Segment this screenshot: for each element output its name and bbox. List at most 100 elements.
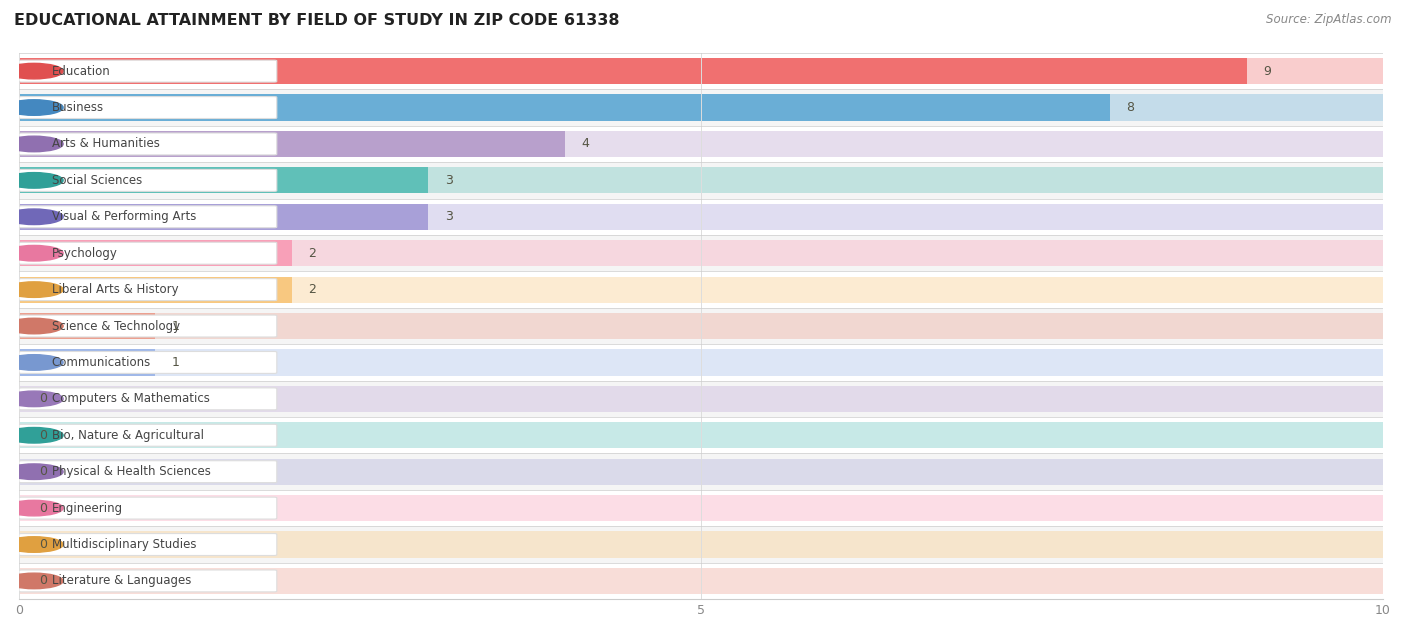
Text: Social Sciences: Social Sciences bbox=[52, 174, 142, 187]
Bar bbox=[20, 94, 1384, 121]
FancyBboxPatch shape bbox=[20, 570, 277, 592]
Bar bbox=[20, 277, 1384, 303]
Text: Arts & Humanities: Arts & Humanities bbox=[52, 137, 160, 150]
Text: 0: 0 bbox=[39, 392, 48, 405]
Circle shape bbox=[4, 464, 63, 480]
Bar bbox=[20, 495, 1384, 521]
Text: Physical & Health Sciences: Physical & Health Sciences bbox=[52, 465, 211, 478]
Bar bbox=[20, 131, 565, 157]
FancyBboxPatch shape bbox=[20, 242, 277, 264]
Bar bbox=[20, 162, 1384, 198]
Circle shape bbox=[4, 427, 63, 443]
Bar bbox=[20, 349, 1384, 375]
Bar bbox=[20, 380, 1384, 417]
Text: 2: 2 bbox=[308, 283, 316, 296]
Text: Communications: Communications bbox=[52, 356, 150, 369]
Text: Psychology: Psychology bbox=[52, 246, 118, 260]
Text: Engineering: Engineering bbox=[52, 502, 122, 514]
FancyBboxPatch shape bbox=[20, 133, 277, 155]
Bar bbox=[20, 131, 1384, 157]
Text: 0: 0 bbox=[39, 465, 48, 478]
Bar bbox=[20, 526, 1384, 562]
Circle shape bbox=[4, 136, 63, 152]
Text: 4: 4 bbox=[581, 137, 589, 150]
Bar bbox=[20, 53, 1384, 89]
Bar bbox=[20, 417, 1384, 454]
Text: 0: 0 bbox=[39, 428, 48, 442]
Bar bbox=[20, 204, 1384, 230]
Text: 0: 0 bbox=[39, 538, 48, 551]
Bar bbox=[20, 313, 1384, 339]
Bar bbox=[20, 532, 1384, 557]
FancyBboxPatch shape bbox=[20, 169, 277, 191]
Bar bbox=[20, 568, 1384, 594]
Circle shape bbox=[4, 319, 63, 334]
Text: Business: Business bbox=[52, 101, 104, 114]
Bar bbox=[20, 490, 1384, 526]
FancyBboxPatch shape bbox=[20, 60, 277, 82]
Text: Source: ZipAtlas.com: Source: ZipAtlas.com bbox=[1267, 13, 1392, 26]
FancyBboxPatch shape bbox=[20, 497, 277, 519]
Text: 3: 3 bbox=[444, 210, 453, 223]
Bar bbox=[20, 126, 1384, 162]
Bar bbox=[20, 308, 1384, 344]
FancyBboxPatch shape bbox=[20, 533, 277, 556]
Bar bbox=[20, 167, 1384, 193]
Bar bbox=[20, 344, 1384, 380]
Bar bbox=[20, 313, 156, 339]
Circle shape bbox=[4, 282, 63, 298]
Bar bbox=[20, 422, 1384, 448]
Circle shape bbox=[4, 63, 63, 79]
Text: Literature & Languages: Literature & Languages bbox=[52, 574, 191, 587]
Text: 9: 9 bbox=[1263, 64, 1271, 78]
Bar bbox=[20, 454, 1384, 490]
Bar bbox=[20, 198, 1384, 235]
Text: 0: 0 bbox=[39, 574, 48, 587]
Bar bbox=[20, 386, 1384, 412]
Circle shape bbox=[4, 355, 63, 370]
Text: Visual & Performing Arts: Visual & Performing Arts bbox=[52, 210, 195, 223]
Text: Science & Technology: Science & Technology bbox=[52, 320, 180, 332]
Text: Education: Education bbox=[52, 64, 111, 78]
Bar bbox=[20, 58, 1384, 84]
Bar bbox=[20, 89, 1384, 126]
FancyBboxPatch shape bbox=[20, 461, 277, 483]
FancyBboxPatch shape bbox=[20, 351, 277, 374]
Bar bbox=[20, 58, 1247, 84]
Text: Multidisciplinary Studies: Multidisciplinary Studies bbox=[52, 538, 197, 551]
Bar bbox=[20, 271, 1384, 308]
FancyBboxPatch shape bbox=[20, 97, 277, 118]
Circle shape bbox=[4, 391, 63, 406]
Circle shape bbox=[4, 209, 63, 224]
Circle shape bbox=[4, 173, 63, 188]
Bar bbox=[20, 94, 1111, 121]
FancyBboxPatch shape bbox=[20, 206, 277, 228]
Text: 0: 0 bbox=[39, 502, 48, 514]
Text: 3: 3 bbox=[444, 174, 453, 187]
Text: EDUCATIONAL ATTAINMENT BY FIELD OF STUDY IN ZIP CODE 61338: EDUCATIONAL ATTAINMENT BY FIELD OF STUDY… bbox=[14, 13, 620, 28]
Circle shape bbox=[4, 573, 63, 588]
Bar bbox=[20, 349, 156, 375]
Circle shape bbox=[4, 100, 63, 115]
Bar bbox=[20, 562, 1384, 599]
Bar bbox=[20, 459, 1384, 485]
Text: 8: 8 bbox=[1126, 101, 1135, 114]
Text: 1: 1 bbox=[172, 356, 180, 369]
Circle shape bbox=[4, 537, 63, 552]
Text: Computers & Mathematics: Computers & Mathematics bbox=[52, 392, 209, 405]
Text: 1: 1 bbox=[172, 320, 180, 332]
Circle shape bbox=[4, 501, 63, 516]
FancyBboxPatch shape bbox=[20, 424, 277, 446]
Text: 2: 2 bbox=[308, 246, 316, 260]
Bar bbox=[20, 235, 1384, 271]
Bar bbox=[20, 240, 1384, 266]
FancyBboxPatch shape bbox=[20, 315, 277, 337]
Circle shape bbox=[4, 245, 63, 261]
Bar bbox=[20, 277, 292, 303]
Bar bbox=[20, 167, 429, 193]
Bar bbox=[20, 204, 429, 230]
FancyBboxPatch shape bbox=[20, 388, 277, 410]
FancyBboxPatch shape bbox=[20, 279, 277, 301]
Bar bbox=[20, 240, 292, 266]
Text: Bio, Nature & Agricultural: Bio, Nature & Agricultural bbox=[52, 428, 204, 442]
